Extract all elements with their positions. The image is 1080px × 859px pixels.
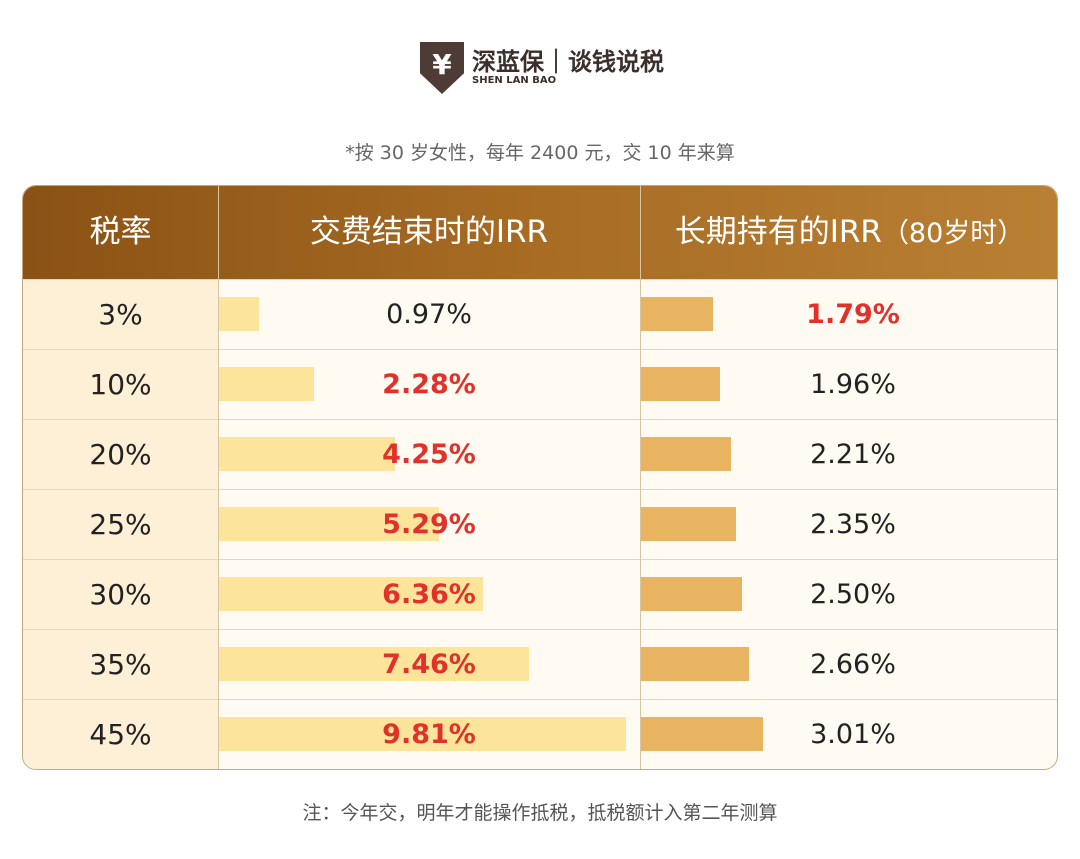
value-long-term: 3.01% <box>810 719 896 750</box>
bar-payment-end <box>219 297 260 331</box>
value-payment-end: 7.46% <box>382 649 476 680</box>
bar-long-term <box>641 367 721 401</box>
bar-payment-end <box>219 647 529 681</box>
bar-payment-end <box>219 717 627 751</box>
divider <box>640 186 641 769</box>
table-header: 税率 交费结束时的IRR 长期持有的IRR（80岁时） <box>23 186 1057 279</box>
value-long-term: 2.66% <box>810 649 896 680</box>
value-long-term: 2.35% <box>810 509 896 540</box>
table-row: 25% 5.29% 2.35% <box>23 489 1057 559</box>
divider <box>218 186 219 769</box>
value-payment-end: 9.81% <box>382 719 476 750</box>
assumption-note: *按 30 岁女性，每年 2400 元，交 10 年来算 <box>345 142 735 164</box>
value-long-term: 1.79% <box>806 299 900 330</box>
table-row: 35% 7.46% 2.66% <box>23 629 1057 699</box>
table-row: 30% 6.36% 2.50% <box>23 559 1057 629</box>
table-row: 3% 0.97% 1.79% <box>23 279 1057 349</box>
bar-payment-end <box>219 507 439 541</box>
table-row: 45% 9.81% 3.01% <box>23 699 1057 769</box>
yen-shield-icon: ¥ <box>420 42 464 94</box>
tax-rate: 25% <box>23 490 218 559</box>
bar-payment-end <box>219 437 396 471</box>
table-row: 20% 4.25% 2.21% <box>23 419 1057 489</box>
header-payment-end-irr: 交费结束时的IRR <box>309 214 549 250</box>
tax-rate: 45% <box>23 700 218 769</box>
table-row: 10% 2.28% 1.96% <box>23 349 1057 419</box>
bar-payment-end <box>219 367 314 401</box>
footnote: 注：今年交，明年才能操作抵税，抵税额计入第二年测算 <box>302 802 778 824</box>
value-payment-end: 5.29% <box>382 509 476 540</box>
bar-long-term <box>641 717 763 751</box>
header-long-term-irr: 长期持有的IRR（80岁时） <box>674 214 1025 250</box>
bar-long-term <box>641 577 743 611</box>
brand-sub: SHEN LAN BAO <box>472 75 557 86</box>
value-long-term: 1.96% <box>810 369 896 400</box>
logo: ¥ 深蓝保｜谈钱说税 SHEN LAN BAO <box>420 42 664 94</box>
value-payment-end: 6.36% <box>382 579 476 610</box>
value-long-term: 2.50% <box>810 579 896 610</box>
tax-rate: 20% <box>23 420 218 489</box>
header-rate: 税率 <box>89 214 152 250</box>
irr-table: 税率 交费结束时的IRR 长期持有的IRR（80岁时） 3% 0.97% 1.79%… <box>22 185 1058 770</box>
tax-rate: 10% <box>23 350 218 419</box>
value-long-term: 2.21% <box>810 439 896 470</box>
value-payment-end: 0.97% <box>386 299 472 330</box>
bar-long-term <box>641 297 714 331</box>
bar-payment-end <box>219 577 483 611</box>
bar-long-term <box>641 647 749 681</box>
bar-long-term <box>641 437 731 471</box>
tax-rate: 3% <box>23 280 218 349</box>
value-payment-end: 4.25% <box>382 439 476 470</box>
bar-long-term <box>641 507 737 541</box>
brand-name: 深蓝保｜谈钱说税 <box>472 48 664 76</box>
tax-rate: 30% <box>23 560 218 629</box>
value-payment-end: 2.28% <box>382 369 476 400</box>
tax-rate: 35% <box>23 630 218 699</box>
